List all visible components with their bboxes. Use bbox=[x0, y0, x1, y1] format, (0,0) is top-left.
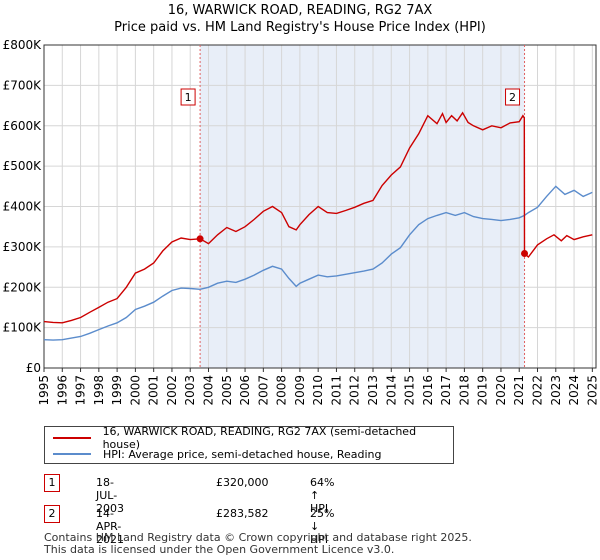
x-tick-label: 2007 bbox=[256, 375, 270, 406]
transaction-marker: 2 bbox=[44, 505, 60, 523]
x-tick-label: 2018 bbox=[457, 375, 471, 406]
hpi-series-line bbox=[43, 185, 593, 341]
y-tick-label: £200K bbox=[3, 280, 43, 294]
y-tick-label: £300K bbox=[3, 240, 43, 254]
x-tick-label: 2024 bbox=[567, 375, 581, 406]
property-series-line bbox=[43, 111, 593, 324]
y-tick-label: £500K bbox=[3, 159, 43, 173]
x-tick-label: 2016 bbox=[421, 375, 435, 406]
transaction-price: £320,000 bbox=[216, 476, 269, 489]
y-axis: £0 £100K £200K £300K £400K £500K £600K £700K £80… bbox=[3, 38, 43, 375]
x-tick-label: 2025 bbox=[585, 375, 599, 406]
y-tick-label: £700K bbox=[3, 78, 43, 92]
y-tick-label: £0 bbox=[26, 361, 41, 375]
legend-swatch-property bbox=[53, 437, 91, 439]
sale-points bbox=[196, 235, 529, 258]
sale-marker-label: 1 bbox=[185, 91, 192, 104]
x-tick-label: 2002 bbox=[165, 375, 179, 406]
transaction-hpi-change: 25% ↓ HPI bbox=[310, 507, 335, 546]
x-tick-label: 2022 bbox=[531, 375, 545, 406]
transaction-date: 18-JUL-2003 bbox=[96, 476, 124, 515]
x-tick-label: 2008 bbox=[275, 375, 289, 406]
x-tick-label: 2013 bbox=[366, 375, 380, 406]
legend-label-property: 16, WARWICK ROAD, READING, RG2 7AX (semi… bbox=[102, 425, 417, 451]
x-tick-label: 2012 bbox=[348, 375, 362, 406]
transaction-price: £283,582 bbox=[216, 507, 269, 520]
legend: 16, WARWICK ROAD, READING, RG2 7AX (semi… bbox=[44, 425, 454, 464]
chart-title: 16, WARWICK ROAD, READING, RG2 7AX bbox=[167, 3, 433, 18]
sale-marker-box bbox=[505, 88, 521, 106]
x-tick-label: 2019 bbox=[476, 375, 490, 406]
x-tick-label: 2004 bbox=[202, 375, 216, 406]
transaction-date: 14-APR-2021 bbox=[96, 507, 124, 546]
footer-copyright: Contains HM Land Registry data © Crown c… bbox=[44, 531, 472, 544]
sale-point bbox=[196, 235, 204, 243]
transaction-marker: 1 bbox=[44, 474, 60, 492]
x-tick-label: 2017 bbox=[439, 375, 453, 406]
x-tick-label: 2011 bbox=[329, 375, 343, 406]
sale-marker-box bbox=[180, 88, 196, 106]
x-tick-label: 2001 bbox=[147, 375, 161, 406]
x-tick-label: 2021 bbox=[512, 375, 526, 406]
legend-item-hpi: HPI: Average price, semi-detached house,… bbox=[53, 446, 382, 462]
x-tick-label: 2000 bbox=[128, 375, 142, 406]
sale-marker-label: 2 bbox=[509, 91, 516, 104]
sale-point bbox=[521, 250, 529, 258]
y-tick-label: £800K bbox=[3, 38, 43, 52]
plot-frame bbox=[43, 44, 597, 369]
y-tick-label: £600K bbox=[3, 119, 43, 133]
y-tick-label: £100K bbox=[3, 321, 43, 335]
y-tick-label: £400K bbox=[3, 200, 43, 214]
x-tick-label: 1998 bbox=[92, 375, 106, 406]
legend-item-property: 16, WARWICK ROAD, READING, RG2 7AX (semi… bbox=[53, 425, 453, 451]
footer-licence: This data is licensed under the Open Gov… bbox=[44, 543, 395, 556]
x-tick-label: 2006 bbox=[238, 375, 252, 406]
x-tick-label: 2010 bbox=[311, 375, 325, 406]
x-axis: 1995 1996 1997 1998 1999 2000 2001 2002 2003 2004… bbox=[37, 368, 599, 406]
x-tick-label: 2020 bbox=[494, 375, 508, 406]
x-tick-label: 2023 bbox=[549, 375, 563, 406]
x-tick-label: 1996 bbox=[55, 375, 69, 406]
grid-lines bbox=[43, 44, 596, 369]
legend-label-hpi: HPI: Average price, semi-detached house,… bbox=[103, 447, 382, 461]
x-tick-label: 1997 bbox=[74, 375, 88, 406]
transaction-hpi-change: 64% ↑ HPI bbox=[310, 476, 335, 515]
chart-subtitle: Price paid vs. HM Land Registry's House … bbox=[114, 20, 486, 35]
x-tick-label: 1999 bbox=[110, 375, 124, 406]
x-tick-label: 2009 bbox=[293, 375, 307, 406]
x-tick-label: 2003 bbox=[183, 375, 197, 406]
x-tick-label: 1995 bbox=[37, 375, 51, 406]
x-tick-label: 2015 bbox=[403, 375, 417, 406]
legend-swatch-hpi bbox=[53, 453, 91, 455]
x-tick-label: 2005 bbox=[220, 375, 234, 406]
x-tick-label: 2014 bbox=[384, 375, 398, 406]
